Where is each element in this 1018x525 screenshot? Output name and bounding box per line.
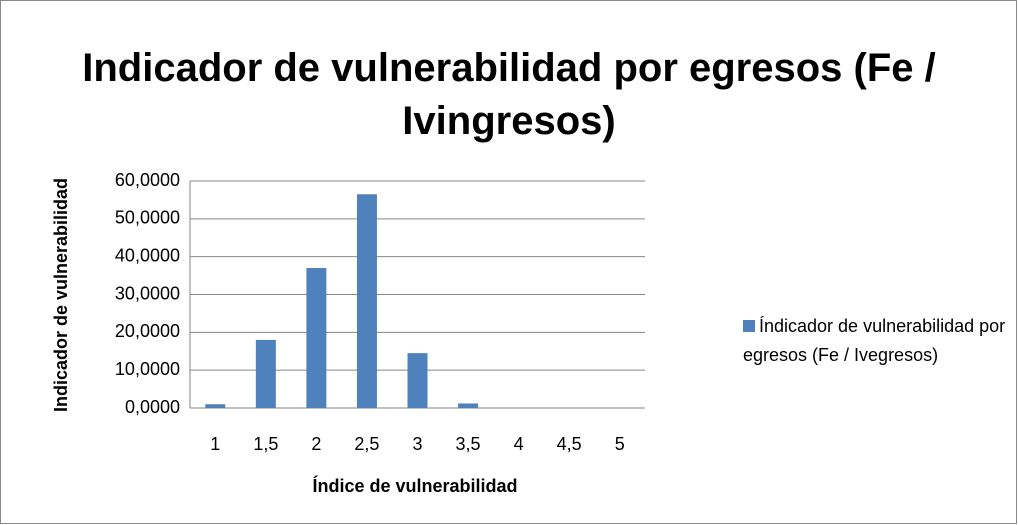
bar bbox=[255, 339, 276, 408]
y-axis-label: Indicador de vulnerabilidad bbox=[51, 178, 71, 412]
x-tick-label: 4 bbox=[514, 434, 524, 454]
x-tick-label: 1,5 bbox=[253, 434, 278, 454]
y-tick-label: 10,0000 bbox=[115, 359, 180, 379]
x-tick-label: 1 bbox=[210, 434, 220, 454]
x-tick-label: 2,5 bbox=[354, 434, 379, 454]
x-tick-label: 4,5 bbox=[557, 434, 582, 454]
bar bbox=[205, 404, 226, 408]
y-tick-label: 40,0000 bbox=[115, 245, 180, 265]
y-tick-label: 60,0000 bbox=[115, 170, 180, 190]
legend-swatch bbox=[743, 320, 755, 332]
legend-label: Índicador de vulnerabilidad por egresos … bbox=[743, 316, 1006, 365]
x-tick-label: 3 bbox=[412, 434, 422, 454]
bar bbox=[407, 353, 428, 408]
x-tick-label: 2 bbox=[311, 434, 321, 454]
bar bbox=[458, 403, 479, 408]
y-tick-label: 30,0000 bbox=[115, 283, 180, 303]
x-tick-label: 3,5 bbox=[456, 434, 481, 454]
legend: Índicador de vulnerabilidad por egresos … bbox=[743, 312, 1013, 370]
y-tick-label: 50,0000 bbox=[115, 208, 180, 228]
x-tick-label: 5 bbox=[615, 434, 625, 454]
x-axis-label: Índice de vulnerabilidad bbox=[312, 475, 517, 496]
bar bbox=[306, 268, 327, 408]
y-tick-label: 0,0000 bbox=[125, 397, 180, 417]
y-tick-label: 20,0000 bbox=[115, 321, 180, 341]
chart-title: Indicador de vulnerabilidad por egresos … bbox=[82, 46, 936, 143]
bar bbox=[356, 194, 377, 408]
